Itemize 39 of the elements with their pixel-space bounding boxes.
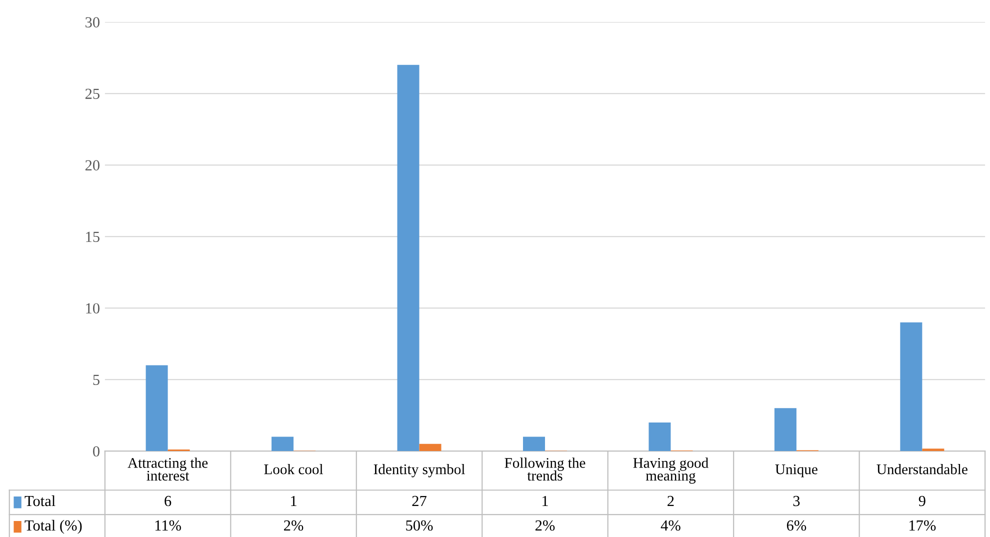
x-tick-label: Having good meaning: [633, 458, 708, 484]
bar: [397, 64, 420, 452]
legend-label: Total: [24, 495, 56, 506]
y-tick-label: 30: [86, 17, 100, 28]
y-tick-label: 20: [85, 160, 100, 170]
y-tick-label: 5: [93, 374, 100, 386]
x-tick-label: Unique: [775, 464, 818, 478]
y-tick-label: 25: [85, 88, 100, 99]
data-label: 4%: [660, 520, 680, 531]
x-tick-label: Identity symbol: [374, 464, 465, 478]
data-label: 1: [542, 496, 548, 506]
data-label: 1: [291, 496, 296, 506]
y-tick-label: 15: [86, 232, 100, 242]
bar: [272, 436, 294, 452]
y-tick-label: 0: [93, 446, 100, 457]
x-tick-label: Understandable: [876, 464, 968, 474]
bar: [522, 436, 545, 452]
bar: [419, 444, 442, 452]
bar: [774, 408, 796, 452]
legend-label: Total (%): [24, 520, 82, 534]
bar: [922, 448, 944, 452]
data-label: 9: [918, 496, 926, 506]
data-label: 2%: [284, 520, 304, 531]
data-label: 6%: [786, 520, 806, 531]
data-label: 6: [164, 496, 172, 506]
data-label: 27: [412, 496, 426, 506]
bar: [648, 422, 671, 452]
data-label: 2: [668, 496, 674, 506]
bar: [900, 322, 922, 452]
x-tick-label: Attracting the interest: [128, 458, 208, 481]
data-label: 17%: [910, 520, 936, 531]
bar: [146, 365, 168, 452]
x-tick-label: Look cool: [264, 464, 324, 474]
x-tick-label: Following the trends: [504, 458, 586, 481]
y-tick-label: 10: [86, 303, 100, 314]
data-label: 3: [793, 496, 800, 506]
data-label: 2%: [535, 520, 555, 531]
data-label: 11%: [155, 520, 181, 531]
data-label: 50%: [406, 520, 433, 531]
